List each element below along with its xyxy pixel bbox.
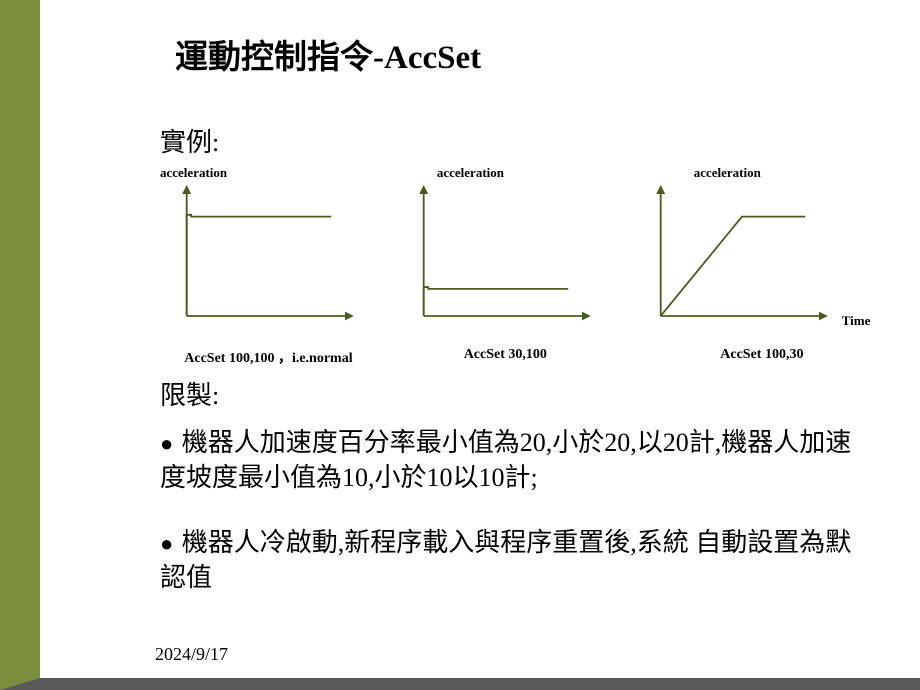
chart-2-svg: [417, 185, 602, 325]
bullet-2: 機器人冷啟動,新程序載入與程序重置後,系統 自動設置為默認值: [160, 525, 860, 595]
bullet-1-text: 機器人加速度百分率最小值為20,小於20,以20計,機器人加速度坡度最小值為10…: [160, 428, 851, 492]
page-title: 運動控制指令-AccSet: [175, 30, 481, 78]
chart-3-ylabel: acceleration: [694, 165, 761, 181]
bullet-1: 機器人加速度百分率最小值為20,小於20,以20計,機器人加速度坡度最小值為10…: [160, 425, 860, 495]
section-example-label: 實例:: [160, 122, 219, 159]
section-limit-label: 限製:: [160, 375, 219, 412]
chart-2-ylabel: acceleration: [437, 165, 504, 181]
chart-3-caption: AccSet 100,30: [634, 347, 890, 363]
chart-3-svg: [654, 185, 839, 325]
chart-1: acceleration AccSet 100,100 ，i.e.normal: [160, 165, 377, 365]
charts-row: acceleration AccSet 100,100 ，i.e.normal …: [160, 165, 890, 365]
bullet-2-text: 機器人冷啟動,新程序載入與程序重置後,系統 自動設置為默認值: [160, 528, 851, 592]
chart-1-svg: [180, 185, 365, 325]
footer-date: 2024/9/17: [155, 644, 228, 665]
chart-2: acceleration AccSet 30,100: [397, 165, 614, 365]
chart-1-ylabel: acceleration: [160, 165, 227, 181]
chart-3-xlabel: Time: [842, 313, 871, 329]
chart-2-caption: AccSet 30,100: [397, 347, 614, 363]
chart-3: acceleration Time AccSet 100,30: [634, 165, 890, 365]
chart-1-caption: AccSet 100,100 ，i.e.normal: [160, 347, 377, 367]
